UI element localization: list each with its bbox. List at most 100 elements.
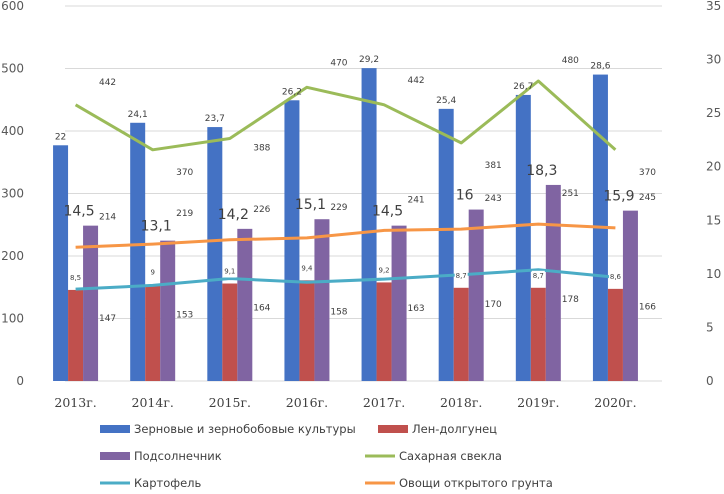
secondary-axis-tick-label: 5 — [706, 320, 714, 334]
data-label: 16 — [456, 188, 474, 204]
bar-2 — [160, 240, 176, 381]
data-label: 8,7 — [533, 272, 544, 280]
bar-2 — [83, 225, 99, 381]
bar-1 — [299, 280, 315, 381]
primary-axis-tick-label: 100 — [1, 312, 24, 326]
bar-2 — [237, 228, 253, 381]
data-label: 14,2 — [218, 207, 249, 223]
primary-axis-tick-label: 0 — [16, 374, 24, 388]
data-label: 442 — [99, 78, 116, 88]
legend-swatch-1 — [378, 425, 408, 433]
legend: Зерновые и зернобобовые культуры Лен-долг… — [100, 422, 553, 490]
primary-axis-tick-label: 400 — [1, 124, 24, 138]
data-label-background — [223, 266, 237, 278]
data-label: 8,5 — [70, 274, 81, 282]
data-labels: 22 24,1 23,7 26,2 29,2 25,4 26,7 28,6 8,5 9 9,1 9,4… — [55, 55, 656, 324]
legend-label: Подсолнечник — [134, 449, 222, 463]
category-label: 2013г. — [54, 395, 96, 410]
primary-axis-tick-label: 200 — [1, 249, 24, 263]
line-5 — [75, 222, 616, 249]
line-series — [74, 79, 617, 291]
data-label: 214 — [99, 212, 116, 222]
bar-2 — [314, 219, 330, 381]
line-3 — [74, 79, 617, 152]
data-label: 251 — [562, 189, 579, 199]
data-label: 158 — [330, 307, 347, 317]
bar-0 — [284, 100, 300, 382]
data-label: 26,2 — [282, 87, 302, 97]
data-label: 163 — [407, 304, 424, 314]
category-label: 2020г. — [594, 395, 636, 410]
data-label: 229 — [330, 203, 347, 213]
bar-0 — [130, 122, 146, 382]
data-label: 470 — [330, 58, 347, 68]
data-label: 9 — [150, 269, 154, 277]
bar-1 — [607, 288, 623, 381]
category-label: 2016г. — [286, 395, 328, 410]
secondary-axis-tick-label: 0 — [706, 374, 714, 388]
legend-label: Лен-долгунец — [412, 422, 497, 436]
data-label: 15,1 — [295, 197, 326, 213]
category-label: 2017г. — [363, 395, 405, 410]
data-label: 164 — [253, 304, 270, 314]
bar-0 — [515, 94, 531, 381]
bar-2 — [468, 209, 484, 381]
category-label: 2019г. — [517, 395, 559, 410]
data-label: 9,2 — [378, 266, 389, 274]
bar-series — [53, 68, 638, 382]
data-label-background — [69, 272, 83, 284]
primary-axis-tick-label: 500 — [1, 62, 24, 76]
data-label: 147 — [99, 314, 116, 324]
secondary-axis-tick-label: 10 — [706, 267, 721, 281]
secondary-axis-tick-label: 15 — [706, 213, 721, 227]
data-label: 15,9 — [603, 189, 634, 205]
bar-0 — [53, 145, 69, 381]
data-label-background — [608, 271, 622, 283]
bar-2 — [545, 184, 561, 381]
data-label: 153 — [176, 310, 193, 320]
category-label: 2014г. — [132, 395, 174, 410]
data-label: 381 — [485, 161, 502, 171]
bar-0 — [438, 108, 454, 381]
line-4 — [75, 268, 616, 291]
data-label: 219 — [176, 209, 193, 219]
bar-1 — [222, 283, 238, 381]
data-label-background — [377, 265, 391, 277]
data-label: 25,4 — [436, 96, 456, 106]
bar-1 — [145, 284, 161, 381]
data-label: 8,6 — [610, 273, 622, 281]
primary-axis-tick-label: 300 — [1, 187, 24, 201]
data-label: 9,1 — [224, 268, 235, 276]
primary-y-axis: 0 100 200 300 400 500 600 — [1, 0, 24, 388]
data-label: 178 — [562, 295, 579, 305]
secondary-axis-tick-label: 35 — [706, 0, 721, 13]
data-label: 14,5 — [63, 204, 94, 220]
data-label: 243 — [485, 194, 502, 204]
secondary-axis-tick-label: 25 — [706, 106, 721, 120]
legend-label: Овощи открытого грунта — [399, 476, 553, 490]
bar-2 — [622, 210, 638, 381]
bar-1 — [68, 289, 84, 381]
bar-1 — [453, 287, 469, 381]
data-label: 226 — [253, 205, 270, 215]
bar-0 — [207, 127, 223, 381]
data-label: 9,4 — [301, 264, 313, 272]
category-axis: 2013г. 2014г. 2015г. 2016г. 2017г. 2018г. 2019… — [54, 395, 636, 410]
category-label: 2015г. — [209, 395, 251, 410]
data-label: 28,6 — [590, 62, 610, 72]
data-label: 23,7 — [205, 114, 225, 124]
data-label: 8,7 — [456, 272, 467, 280]
bar-2 — [391, 225, 407, 381]
data-label: 388 — [253, 144, 270, 154]
secondary-axis-tick-label: 30 — [706, 53, 721, 67]
legend-swatch-0 — [100, 425, 130, 433]
legend-label: Сахарная свекла — [399, 449, 502, 463]
data-label: 29,2 — [359, 55, 379, 65]
data-label: 166 — [639, 302, 656, 312]
data-label: 241 — [407, 195, 424, 205]
legend-label: Зерновые и зернобобовые культуры — [134, 422, 356, 436]
bar-1 — [376, 282, 392, 381]
data-label: 24,1 — [128, 110, 148, 120]
data-label: 442 — [407, 76, 424, 86]
